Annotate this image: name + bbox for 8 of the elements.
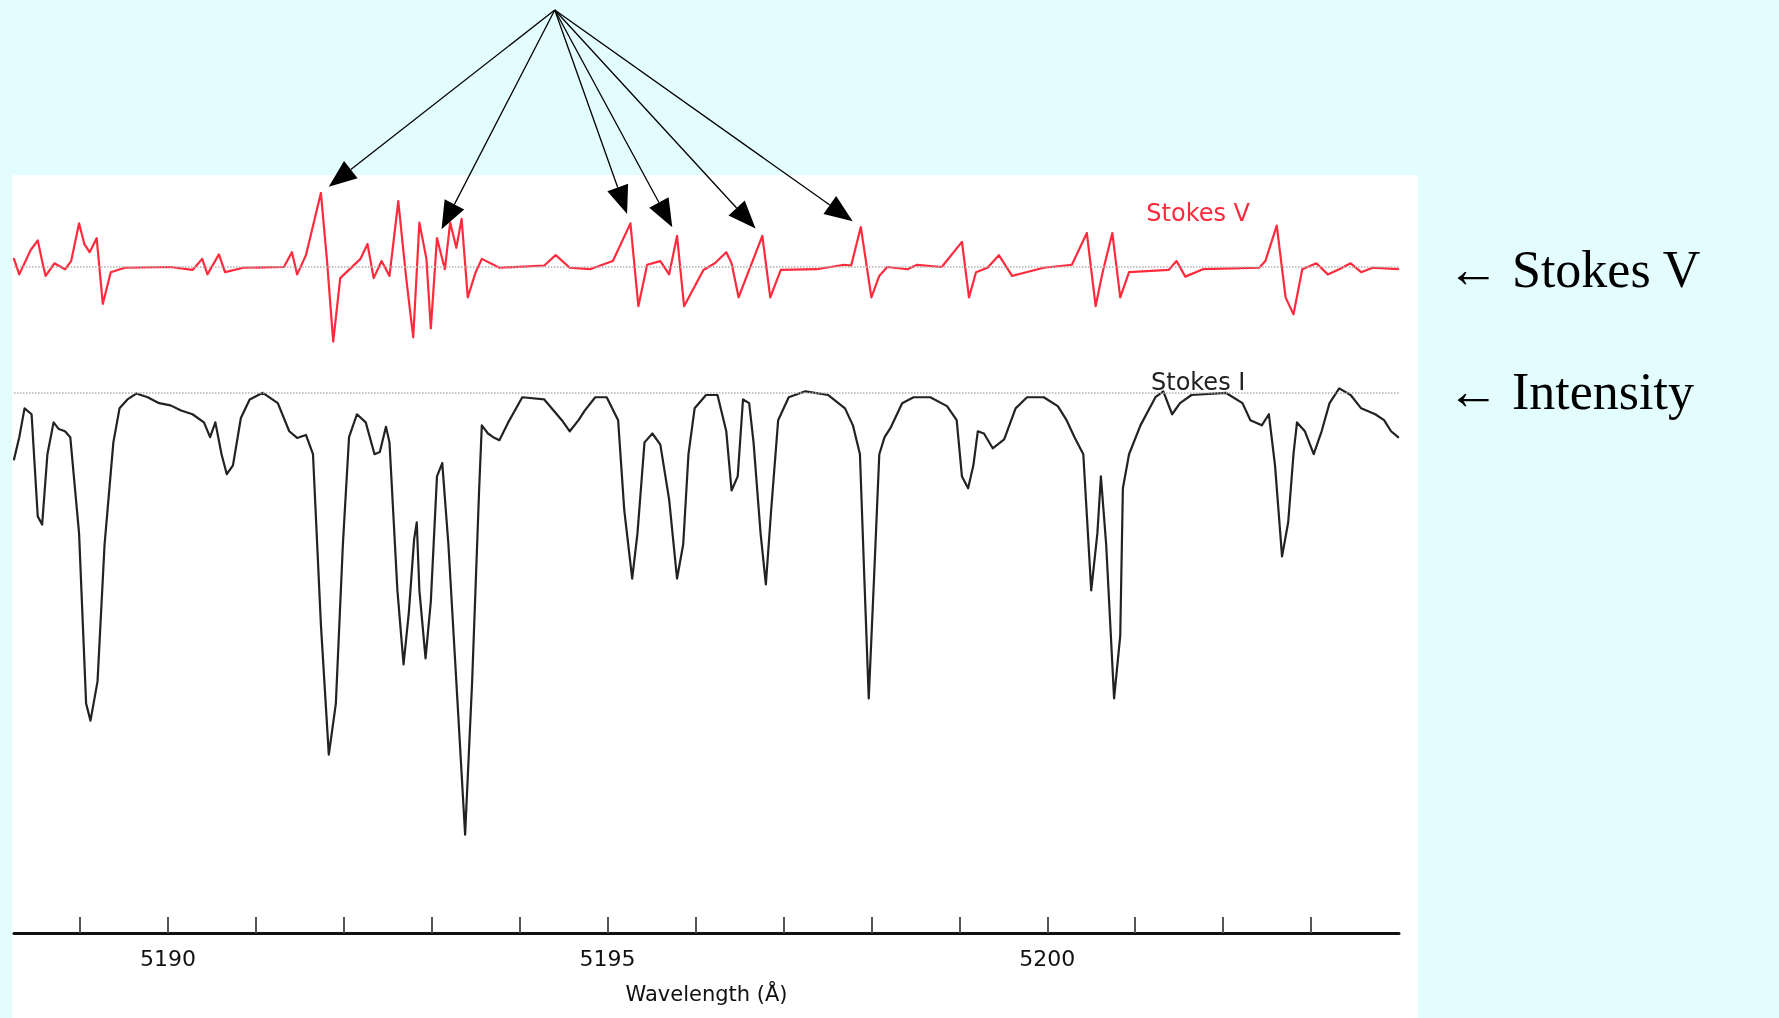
annotation: ← Stokes V — [1447, 240, 1701, 298]
x-tick-label: 5190 — [139, 945, 196, 971]
series-label: Stokes V — [1146, 198, 1251, 227]
series-label: Stokes I — [1151, 368, 1246, 397]
x-tick-label: 5195 — [579, 945, 636, 971]
annotation: ← Intensity — [1447, 362, 1694, 420]
x-tick-label: 5200 — [1019, 945, 1076, 971]
x-axis-title: Wavelength (Å) — [625, 979, 788, 1006]
